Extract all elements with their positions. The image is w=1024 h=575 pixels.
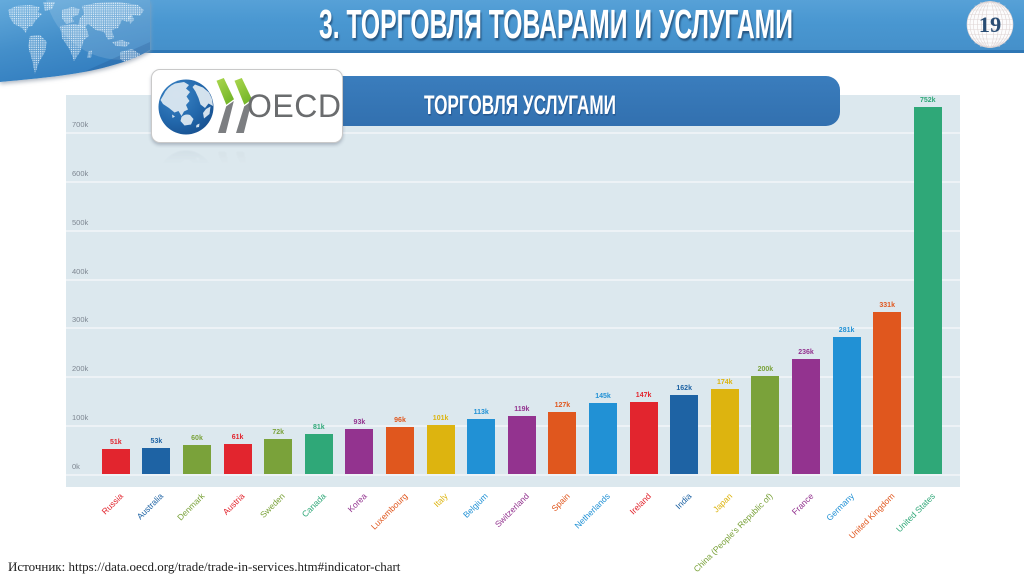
svg-text:19: 19 — [979, 12, 1002, 37]
